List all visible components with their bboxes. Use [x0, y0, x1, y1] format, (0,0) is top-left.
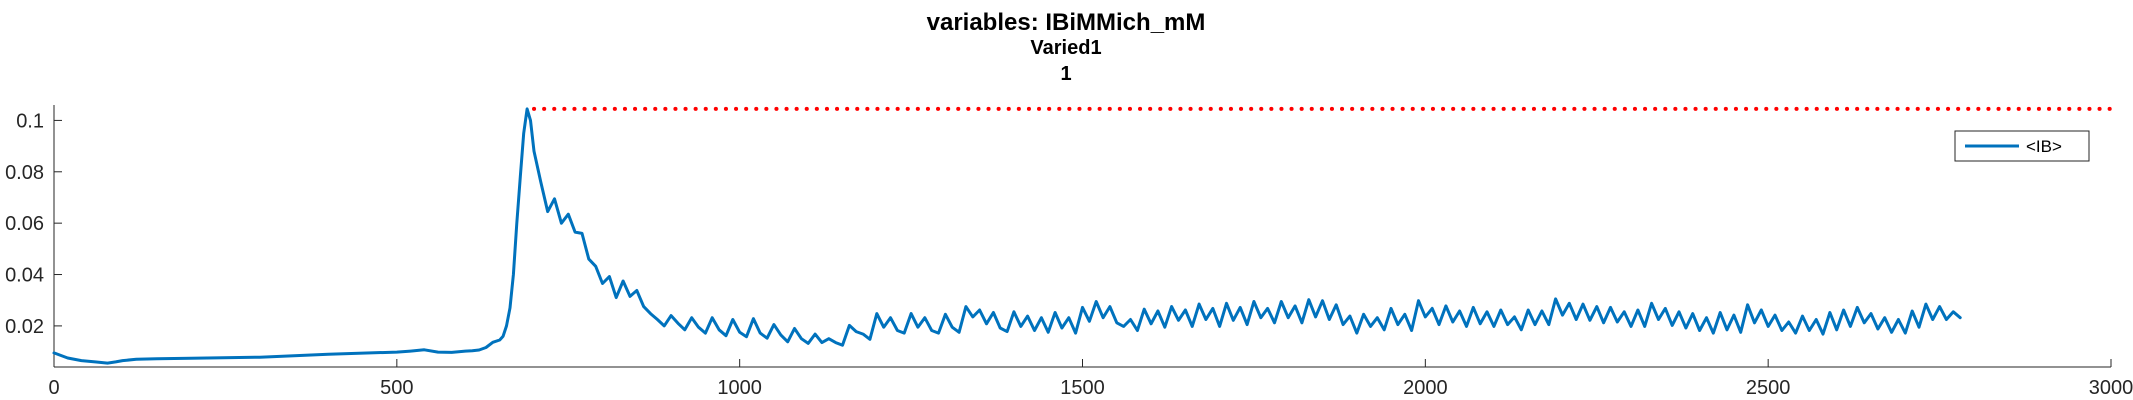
y-tick-label: 0.04 [5, 265, 44, 287]
y-tick-label: 0.06 [5, 213, 44, 235]
x-tick-label: 1000 [717, 377, 762, 399]
y-tick-label: 0.02 [5, 316, 44, 338]
y-tick-label: 0.08 [5, 162, 44, 184]
x-tick-label: 0 [48, 377, 59, 399]
x-tick-label: 1500 [1060, 377, 1105, 399]
chart-title: variables: IBiMMich_mM Varied1 1 [927, 9, 1206, 85]
title-line-1: variables: IBiMMich_mM [927, 9, 1206, 36]
series-line-ib [52, 107, 1962, 365]
title-line-3: 1 [1060, 63, 1071, 85]
x-tick-label: 2500 [1746, 377, 1791, 399]
x-tick-label: 3000 [2089, 377, 2133, 399]
x-tick-label: 500 [380, 377, 413, 399]
legend: <IB> [1954, 130, 2090, 162]
plot-area [52, 106, 2113, 365]
y-tick-label: 0.1 [16, 110, 44, 132]
title-line-2: Varied1 [1030, 37, 1101, 59]
x-tick-label: 2000 [1403, 377, 1448, 399]
axes [53, 105, 2111, 368]
y-axis-ticks: 0.02 0.04 0.06 0.08 0.1 [5, 110, 62, 338]
legend-label: <IB> [2026, 137, 2062, 156]
x-axis-ticks: 0 500 1000 1500 2000 2500 3000 [48, 359, 2133, 399]
